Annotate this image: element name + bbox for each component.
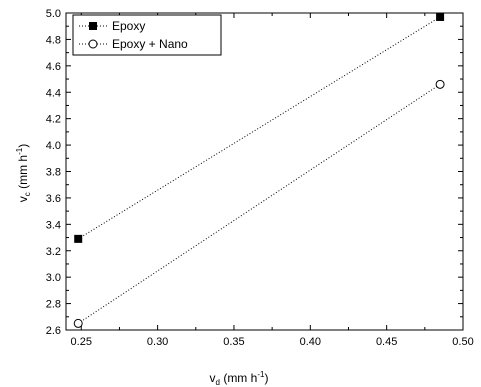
series-layer xyxy=(73,12,445,328)
y-tick-label: 3.8 xyxy=(46,167,61,179)
legend-marker-epoxy xyxy=(89,22,97,30)
legend-marker-epoxy-nano xyxy=(88,39,98,49)
y-tick-label: 4.8 xyxy=(46,34,61,46)
data-point xyxy=(73,318,83,328)
y-tick-label: 4.6 xyxy=(46,61,61,73)
legend: Epoxy Epoxy + Nano xyxy=(72,14,222,56)
series-line-1 xyxy=(77,83,441,324)
legend-label-epoxy-nano: Epoxy + Nano xyxy=(112,37,188,51)
data-point xyxy=(74,234,83,243)
y-axis: 2.6 2.8 3.0 3.2 3.4 3.6 3.8 4.0 4.2 4.4 4.6 4.8 5.0 xyxy=(46,8,463,337)
y-tick-label: 4.2 xyxy=(46,114,61,126)
y-tick-label: 4.4 xyxy=(46,87,61,99)
y-tick-label: 5.0 xyxy=(46,8,61,20)
data-point xyxy=(435,79,445,89)
x-tick-label: 0.50 xyxy=(452,336,473,348)
x-axis-label: vd (mm h-1) xyxy=(210,370,269,387)
y-tick-label: 2.6 xyxy=(46,325,61,337)
y-tick-label: 4.0 xyxy=(46,140,61,152)
y-tick-label: 3.6 xyxy=(46,193,61,205)
data-point xyxy=(436,12,445,21)
x-tick-label: 0.35 xyxy=(223,336,244,348)
y-tick-label: 2.8 xyxy=(46,299,61,311)
y-axis-label: vc (mm h-1) xyxy=(15,144,32,202)
x-tick-label: 0.30 xyxy=(147,336,168,348)
legend-box xyxy=(72,14,222,56)
legend-label-epoxy: Epoxy xyxy=(112,19,145,33)
x-tick-label: 0.45 xyxy=(376,336,397,348)
x-axis: 0.25 0.30 0.35 0.40 0.45 0.50 xyxy=(71,13,474,348)
y-tick-label: 3.2 xyxy=(46,246,61,258)
y-tick-label: 3.0 xyxy=(46,272,61,284)
x-tick-label: 0.25 xyxy=(71,336,92,348)
x-tick-label: 0.40 xyxy=(300,336,321,348)
y-tick-label: 3.4 xyxy=(46,219,61,231)
plot-frame xyxy=(65,12,464,331)
